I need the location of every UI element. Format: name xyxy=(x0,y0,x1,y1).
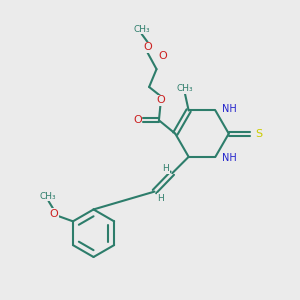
Text: CH₃: CH₃ xyxy=(134,25,150,34)
Text: O: O xyxy=(133,115,142,125)
Text: S: S xyxy=(255,129,262,139)
Text: CH₃: CH₃ xyxy=(177,84,194,93)
Text: H: H xyxy=(162,164,169,173)
Text: H: H xyxy=(158,194,164,202)
Text: O: O xyxy=(143,43,152,52)
Text: NH: NH xyxy=(222,153,237,163)
Text: CH₃: CH₃ xyxy=(39,192,56,201)
Text: NH: NH xyxy=(222,104,237,114)
Text: O: O xyxy=(159,51,167,62)
Text: O: O xyxy=(156,95,165,105)
Text: O: O xyxy=(49,209,58,219)
